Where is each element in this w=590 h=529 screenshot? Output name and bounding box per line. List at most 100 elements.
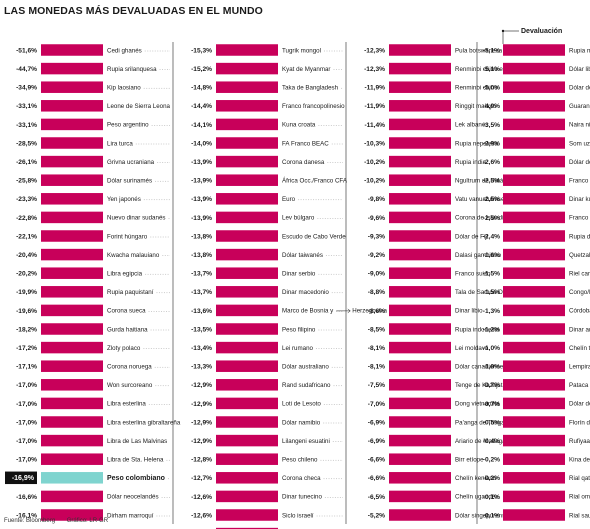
value-label: -13,9% — [191, 215, 212, 222]
bar — [389, 304, 451, 317]
value-label: -10,3% — [364, 140, 385, 147]
bar — [503, 453, 565, 465]
bar — [41, 453, 103, 465]
bar — [503, 193, 565, 205]
value-label: -5,2% — [368, 512, 385, 519]
bar — [503, 155, 565, 168]
value-label: -1,0% — [483, 345, 500, 352]
currency-label: Dólar australiano — [282, 364, 329, 371]
currency-label: Tenge de Kazajstán — [455, 382, 510, 389]
bar — [389, 267, 451, 279]
bar — [503, 397, 565, 410]
value-label: -4,9% — [483, 103, 500, 110]
bar — [216, 62, 278, 75]
bar — [41, 472, 103, 484]
bar — [503, 100, 565, 112]
value-label: -2,5% — [483, 178, 500, 185]
currency-label: Kip laosiano — [107, 85, 141, 92]
value-label: -2,9% — [483, 140, 500, 147]
value-label: -26,1% — [16, 159, 37, 166]
value-label: -12,8% — [191, 457, 212, 464]
currency-label: Dólar singapurense — [455, 512, 509, 519]
value-label: -22,8% — [16, 215, 37, 222]
currency-label: Euro — [282, 196, 296, 203]
currency-label: Dólar neocelandés — [107, 494, 159, 501]
bar — [216, 490, 278, 503]
bar — [41, 490, 103, 503]
bar — [41, 304, 103, 317]
currency-label: Escudo de Cabo Verde — [282, 233, 346, 240]
bar — [503, 379, 565, 391]
currency-label: Vatu vanuatuense — [455, 196, 505, 203]
currency-label: Kwacha malauiano — [107, 252, 160, 259]
bar — [389, 323, 451, 335]
value-label: -16,1% — [16, 512, 37, 519]
value-label: -15,3% — [191, 47, 212, 54]
value-label: -9,3% — [368, 233, 385, 240]
bar — [389, 434, 451, 447]
value-label: -9,6% — [368, 215, 385, 222]
currency-label: Naira nigeriana — [569, 122, 590, 129]
currency-label: Pa'anga de Tonga — [455, 419, 505, 426]
value-label: -13,8% — [191, 252, 212, 259]
bar — [503, 230, 565, 242]
value-label: -6,9% — [368, 419, 385, 426]
bar — [216, 193, 278, 205]
value-label: -12,6% — [191, 494, 212, 501]
value-label: -1,6% — [483, 252, 500, 259]
bar — [216, 416, 278, 428]
bar — [503, 137, 565, 149]
currency-label: Rial qatarí — [569, 475, 590, 482]
currency-label: Yen japonés — [107, 196, 141, 203]
bar — [216, 397, 278, 410]
bar — [41, 211, 103, 224]
value-label: -0,1% — [483, 512, 500, 519]
value-label: -13,4% — [191, 345, 212, 352]
value-label: -0,7% — [483, 401, 500, 408]
currency-label: Corona noruega — [107, 364, 152, 371]
currency-label: Dinar tunecino — [282, 494, 322, 501]
value-label: -19,6% — [16, 308, 37, 315]
bar — [389, 81, 451, 93]
currency-label: Rupia paquistaní — [107, 289, 154, 296]
value-label: -11,4% — [364, 122, 385, 129]
bar — [389, 509, 451, 521]
bar — [503, 472, 565, 484]
currency-label: Libra de Las Malvinas — [107, 438, 167, 445]
value-label: -20,4% — [16, 252, 37, 259]
currency-label: Corona de Islandia — [455, 215, 507, 222]
bar — [503, 248, 565, 261]
bar — [216, 230, 278, 242]
value-label: -13,7% — [191, 289, 212, 296]
currency-label: Dirham marroquí — [107, 512, 154, 519]
bar — [503, 267, 565, 279]
currency-label: Loti de Lesoto — [282, 401, 321, 408]
currency-label: Pula botswanesa — [455, 47, 503, 54]
currency-label: Dólar taiwanés — [282, 252, 323, 259]
bar — [503, 286, 565, 298]
value-label: -6,6% — [368, 457, 385, 464]
currency-label: África Occ./Franco CFA — [282, 178, 348, 185]
bar — [41, 174, 103, 186]
bar — [41, 100, 103, 112]
bar — [503, 360, 565, 372]
value-label: -13,3% — [191, 364, 212, 371]
value-label: -7,5% — [368, 382, 385, 389]
value-label: -7,0% — [368, 401, 385, 408]
currency-label: Rupia nepalesa — [455, 140, 499, 147]
value-label: -6,5% — [368, 494, 385, 501]
bar — [41, 509, 103, 521]
annotation-arrowhead — [347, 308, 351, 314]
value-label: -16,9% — [12, 475, 35, 482]
bar — [216, 527, 278, 529]
value-label: -3,5% — [483, 122, 500, 129]
currency-label: Rial saudita — [569, 512, 590, 519]
currency-label: Corona checa — [282, 475, 321, 482]
chart-title: LAS MONEDAS MÁS DEVALUADAS EN EL MUNDO — [4, 5, 263, 17]
currency-label: Rupia de Seychelles — [569, 233, 590, 240]
bar — [389, 62, 451, 75]
currency-label: Zloty polaco — [107, 345, 141, 352]
bar — [41, 62, 103, 75]
bar — [41, 379, 103, 391]
currency-label: Grivna ucraniana — [107, 159, 155, 166]
